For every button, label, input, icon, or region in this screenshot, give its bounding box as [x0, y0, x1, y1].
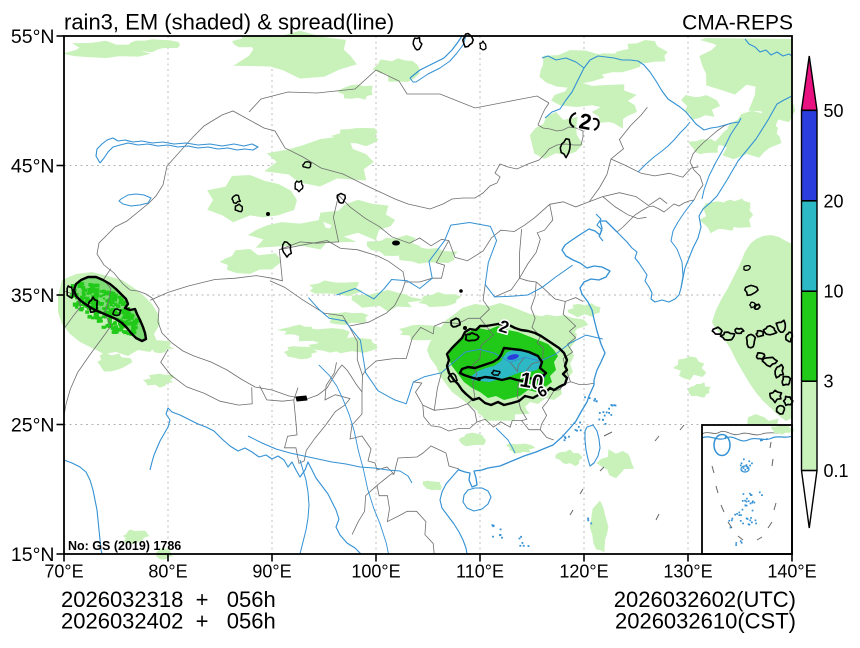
svg-text:110°E: 110°E	[456, 562, 504, 582]
svg-text:140°E: 140°E	[767, 562, 816, 582]
svg-text:55°N: 55°N	[11, 26, 55, 48]
svg-text:25°N: 25°N	[11, 415, 55, 437]
svg-text:3: 3	[824, 372, 834, 392]
svg-text:80°E: 80°E	[148, 562, 187, 582]
svg-text:CMA-REPS: CMA-REPS	[682, 12, 793, 35]
svg-text:2026032610(CST): 2026032610(CST)	[615, 609, 796, 634]
svg-text:70°E: 70°E	[44, 562, 83, 582]
svg-text:2026032602(UTC): 2026032602(UTC)	[614, 587, 796, 612]
svg-text:10: 10	[518, 368, 545, 395]
svg-text:20: 20	[824, 191, 844, 211]
svg-text:35°N: 35°N	[11, 285, 55, 307]
svg-text:120°E: 120°E	[559, 562, 608, 582]
svg-text:130°E: 130°E	[663, 562, 712, 582]
svg-text:45°N: 45°N	[11, 156, 55, 178]
svg-text:15°N: 15°N	[11, 544, 55, 566]
svg-text:0.1: 0.1	[824, 461, 849, 481]
svg-text:50: 50	[824, 101, 844, 121]
svg-text:2026032402 + 056h: 2026032402 + 056h	[61, 609, 276, 634]
svg-text:2: 2	[577, 108, 593, 135]
svg-text:No: GS (2019) 1786: No: GS (2019) 1786	[68, 539, 181, 553]
svg-text:rain3, EM (shaded) & spread(li: rain3, EM (shaded) & spread(line)	[64, 10, 394, 35]
svg-text:10: 10	[824, 282, 844, 302]
svg-text:100°E: 100°E	[351, 562, 400, 582]
svg-text:2026032318 + 056h: 2026032318 + 056h	[61, 587, 276, 612]
svg-text:90°E: 90°E	[252, 562, 291, 582]
